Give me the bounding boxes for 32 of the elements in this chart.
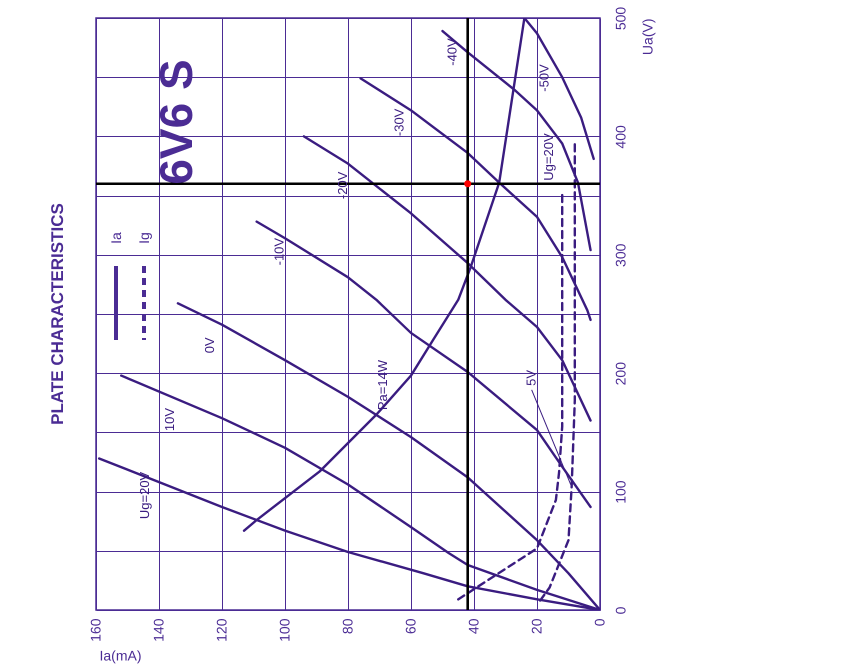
text: Ug=20V: [541, 133, 556, 181]
text: -30V: [392, 108, 407, 136]
x-tick-label: 60: [402, 618, 418, 634]
y-axis-title: Ua(V): [640, 18, 656, 56]
text: 10V: [162, 408, 178, 432]
y-tick-label: 0: [612, 606, 628, 614]
x-tick-label: 120: [214, 618, 230, 642]
x-tick-label: 140: [150, 618, 166, 642]
text: -50V: [536, 64, 552, 92]
annotation: Ia: [108, 232, 124, 244]
y-tick-label: 500: [612, 6, 628, 30]
text: Pa=14W: [375, 359, 390, 410]
text: 6V6 S: [150, 59, 202, 185]
y-tick-label: 100: [612, 480, 628, 504]
x-tick-label: 40: [466, 618, 482, 634]
x-tick-label: 0: [592, 618, 608, 626]
x-tick-label: 80: [340, 618, 356, 634]
y-tick-label: 200: [612, 362, 628, 386]
text: -20V: [334, 171, 350, 200]
y-tick-label: 300: [612, 243, 628, 267]
text: 0V: [202, 337, 217, 354]
x-tick-label: 160: [88, 618, 104, 642]
y-tick-label: 400: [612, 125, 628, 149]
text: PLATE CHARACTERISTICS: [48, 203, 67, 425]
text: Ug=20V: [137, 471, 152, 520]
text: -10V: [272, 238, 287, 266]
annotation: Ig: [136, 232, 152, 244]
x-tick-label: 100: [276, 618, 292, 642]
text: 5V: [524, 370, 539, 386]
x-tick-label: 20: [528, 618, 544, 634]
stroke-style-key: Ia Ig: [100, 222, 160, 344]
x-axis-title: Ia(mA): [100, 648, 142, 664]
